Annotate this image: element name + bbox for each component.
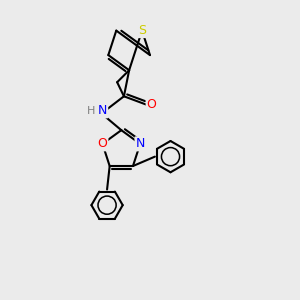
Text: H: H (87, 106, 95, 116)
Text: N: N (98, 104, 107, 117)
Text: O: O (98, 137, 107, 150)
Text: N: N (136, 137, 145, 150)
Text: O: O (147, 98, 157, 111)
Text: S: S (138, 24, 146, 37)
